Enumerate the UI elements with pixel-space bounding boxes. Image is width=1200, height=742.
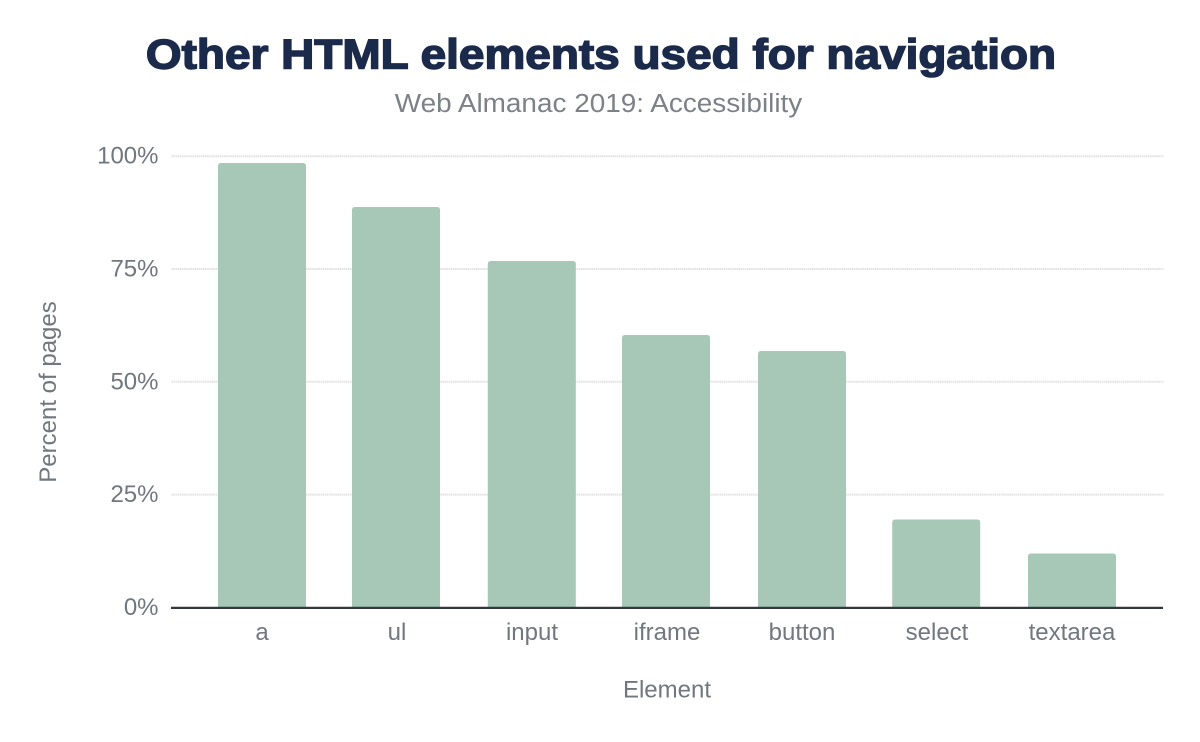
svg-text:input: input	[506, 619, 558, 646]
svg-text:50%: 50%	[110, 368, 158, 395]
svg-text:select: select	[906, 619, 969, 646]
svg-text:0%: 0%	[124, 594, 159, 621]
svg-text:button: button	[769, 619, 836, 646]
svg-text:25%: 25%	[110, 481, 158, 508]
svg-text:Percent of pages: Percent of pages	[35, 301, 62, 482]
svg-text:75%: 75%	[110, 255, 158, 282]
svg-text:ul: ul	[388, 619, 407, 646]
svg-text:a: a	[255, 619, 269, 646]
svg-text:Element: Element	[623, 677, 711, 704]
svg-text:textarea: textarea	[1029, 619, 1116, 646]
svg-text:100%: 100%	[97, 143, 158, 170]
svg-text:Other HTML elements used for n: Other HTML elements used for navigation	[146, 31, 1056, 78]
svg-text:Web Almanac 2019: Accessibilit: Web Almanac 2019: Accessibility	[395, 89, 803, 118]
svg-text:iframe: iframe	[634, 619, 701, 646]
